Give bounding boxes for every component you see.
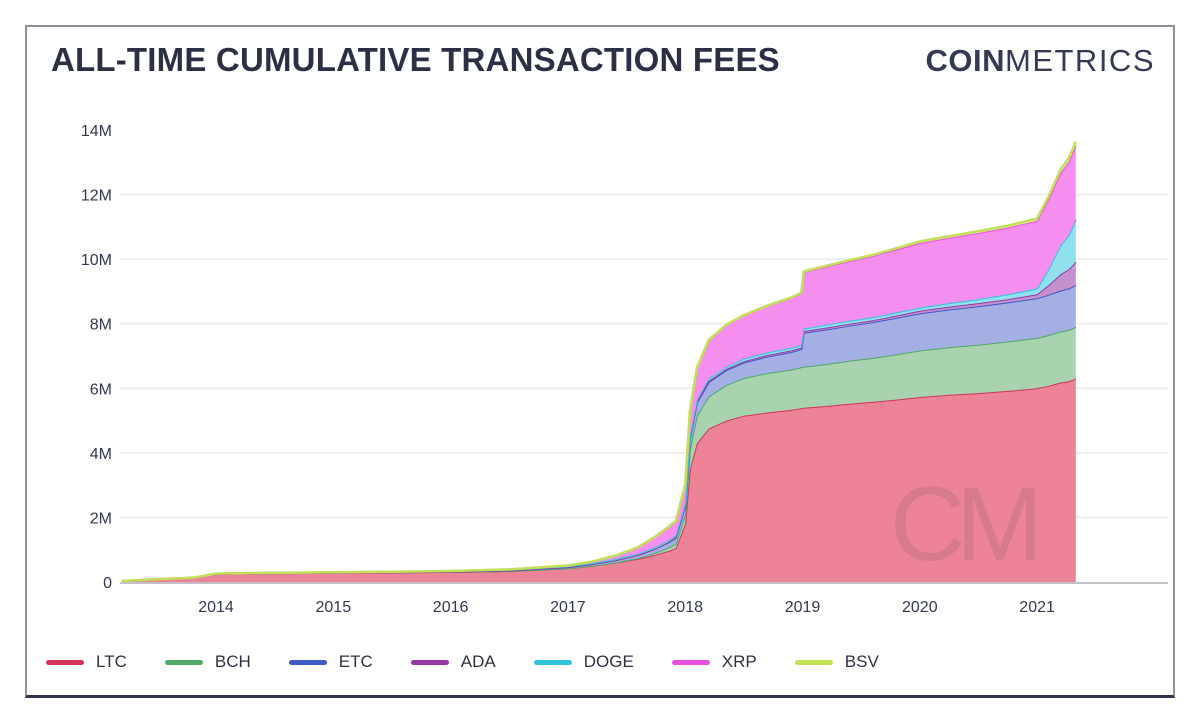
legend-label-doge: DOGE — [583, 652, 634, 671]
legend-label-xrp: XRP — [721, 652, 757, 671]
x-tick-label: 2014 — [198, 599, 234, 616]
legend-label-ltc: LTC — [96, 652, 127, 671]
y-tick-label: 10M — [81, 252, 112, 269]
legend-item-bch: BCH — [164, 652, 251, 672]
y-tick-label: 12M — [81, 188, 112, 205]
y-tick-label: 2M — [90, 510, 112, 527]
area-band-bch — [122, 326, 1076, 581]
legend-label-ada: ADA — [460, 652, 496, 671]
legend-label-bch: BCH — [214, 652, 251, 671]
chart-title: ALL-TIME CUMULATIVE TRANSACTION FEES — [51, 41, 780, 78]
legend-item-bsv: BSV — [794, 652, 879, 672]
legend-swatch-ltc — [46, 659, 84, 665]
legend-item-ada: ADA — [410, 652, 496, 672]
y-tick-label: 14M — [81, 123, 112, 140]
legend-swatch-etc — [288, 659, 327, 665]
legend-swatch-xrp — [671, 659, 710, 665]
legend-item-ltc: LTC — [46, 652, 127, 672]
legend-swatch-doge — [533, 659, 572, 665]
legend-swatch-ada — [410, 659, 449, 665]
area-band-ltc — [122, 378, 1076, 582]
legend-item-etc: ETC — [288, 652, 373, 672]
legend-swatch-bch — [164, 659, 203, 665]
y-tick-label: 0 — [103, 575, 112, 592]
y-tick-label: 8M — [90, 317, 112, 334]
x-tick-label: 2018 — [667, 599, 703, 616]
coinmetrics-logo: COINMETRICS — [926, 43, 1156, 79]
y-tick-label: 4M — [90, 446, 112, 463]
legend-item-doge: DOGE — [533, 652, 634, 672]
x-tick-label: 2021 — [1019, 599, 1055, 616]
x-tick-label: 2017 — [550, 599, 586, 616]
legend-label-bsv: BSV — [844, 652, 879, 671]
x-tick-label: 2019 — [785, 599, 821, 616]
cm-watermark: CM — [890, 466, 1035, 583]
logo-coin: COIN — [925, 43, 1005, 78]
legend-label-etc: ETC — [338, 652, 373, 671]
x-tick-label: 2015 — [316, 599, 352, 616]
chart-legend: LTC BCH ETC ADA DOGE XRP BSV — [46, 652, 879, 672]
series-line-bsv — [122, 141, 1077, 583]
legend-swatch-bsv — [794, 659, 833, 665]
x-tick-label: 2016 — [433, 599, 469, 616]
logo-metrics: METRICS — [1005, 43, 1155, 78]
area-band-etc — [122, 285, 1076, 581]
legend-item-xrp: XRP — [671, 652, 757, 672]
y-tick-label: 6M — [90, 381, 112, 398]
x-tick-label: 2020 — [902, 599, 938, 616]
